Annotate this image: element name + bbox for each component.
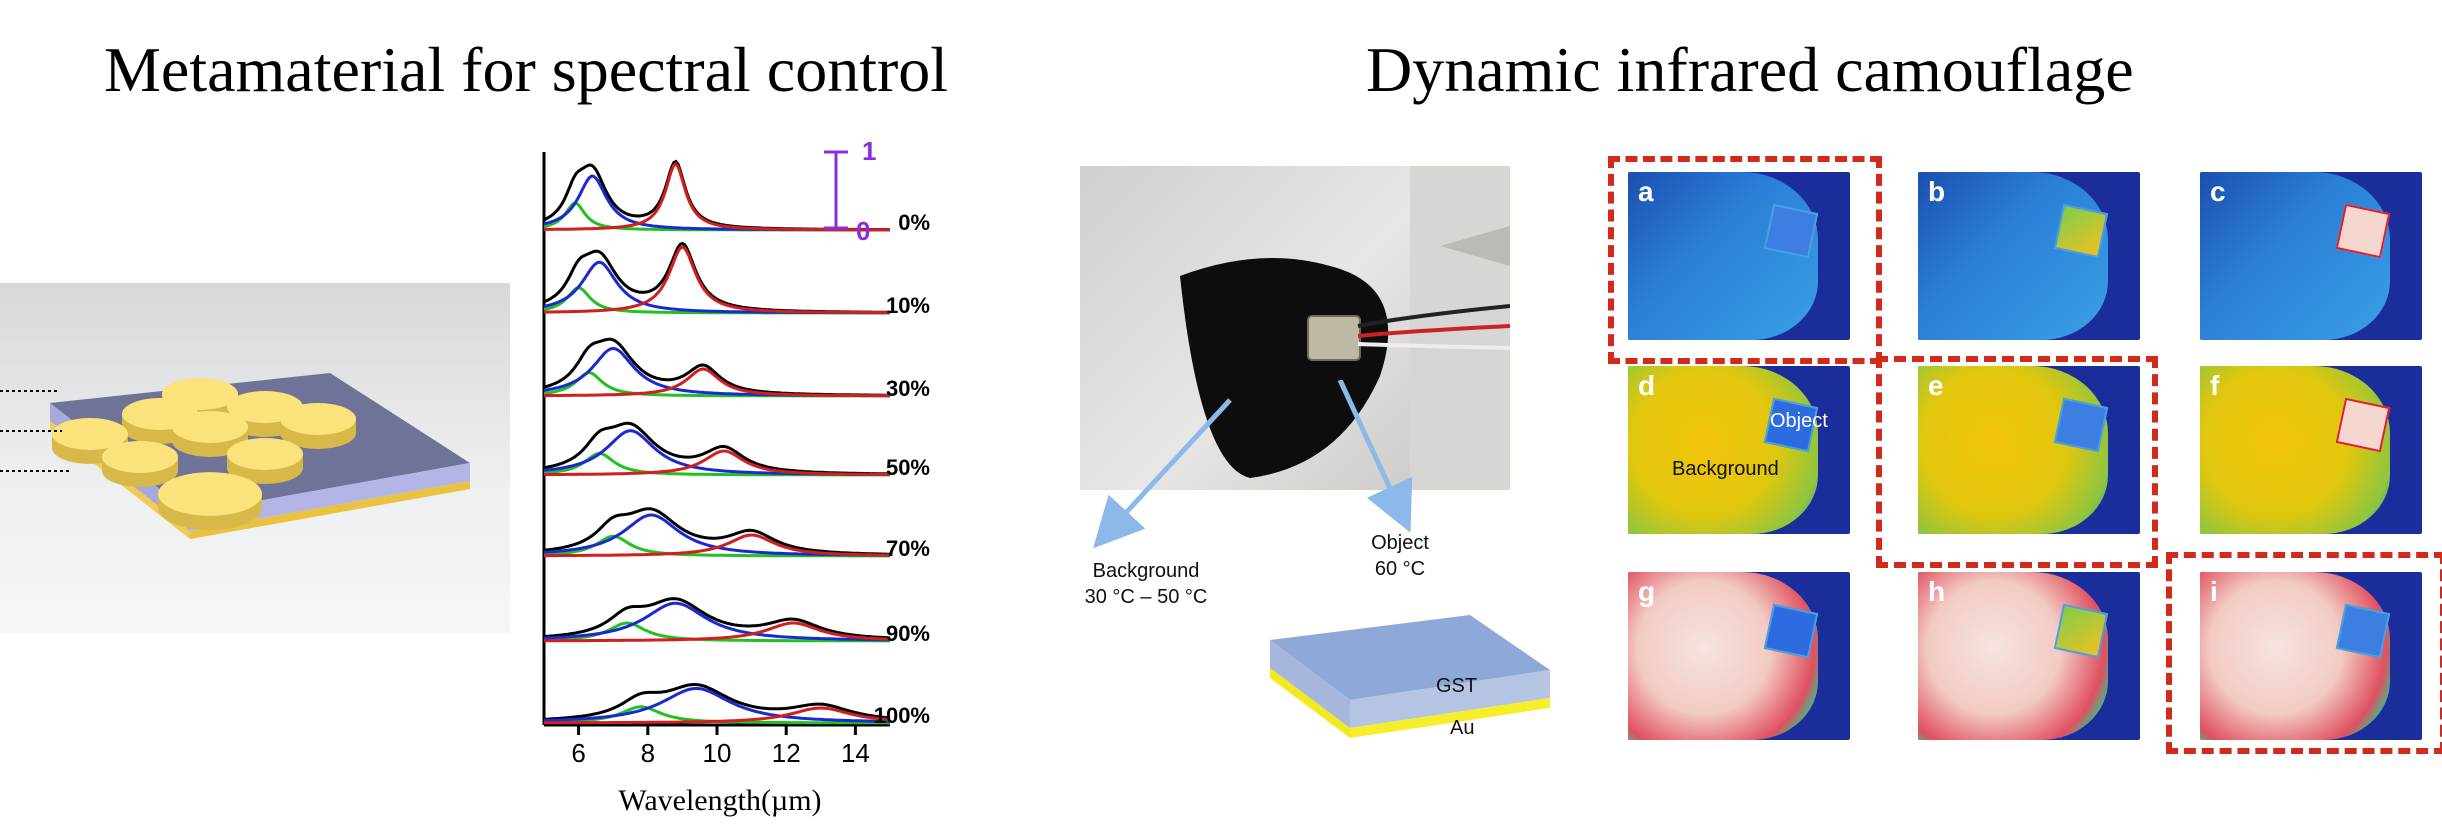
- object-label: Object: [1371, 532, 1429, 554]
- thermal-image-c: c: [2200, 172, 2422, 340]
- metamaterial-illustration: [0, 283, 510, 633]
- measured-spectrum: [543, 159, 890, 232]
- thermal-panel-label: c: [2210, 176, 2226, 207]
- gst-top: [1270, 615, 1550, 700]
- thermal-image-b: b: [1918, 172, 2140, 340]
- curve-label: 70%: [886, 536, 930, 561]
- curve-label: 10%: [886, 293, 930, 318]
- object-arrow: [1337, 380, 1413, 533]
- disc-array: [52, 378, 356, 530]
- gst-au-stack: GST Au: [1260, 610, 1560, 760]
- fit-high-curve: [544, 367, 890, 398]
- object-annotation: Object 60 °C: [1320, 530, 1480, 582]
- pointer-arrows: [1093, 380, 1413, 549]
- black-sample: [1180, 258, 1389, 478]
- right-title: Dynamic infrared camouflage: [1366, 34, 2134, 105]
- object-patch: [2335, 203, 2391, 259]
- object-patch: [2335, 397, 2391, 453]
- thermal-panel-label: b: [1928, 176, 1946, 207]
- background-annotation: Background 30 °C – 50 °C: [1036, 558, 1256, 610]
- highlight-frame: [1876, 356, 2158, 568]
- fit-high-curve: [544, 533, 890, 558]
- metamaterial-front-side: [190, 463, 470, 531]
- left-title: Metamaterial for spectral control: [104, 34, 949, 105]
- metamaterial-disc: [227, 438, 303, 470]
- metamaterial-disc: [280, 403, 356, 435]
- thermal-panel-label: f: [2210, 370, 2220, 401]
- curve-label: 0%: [898, 210, 930, 235]
- gold-layer-front: [190, 481, 470, 539]
- thermal-panel-label: a: [1638, 176, 1654, 207]
- au-layer: [1350, 698, 1550, 738]
- au-label: Au: [1450, 717, 1474, 739]
- thermal-panel-label: i: [2210, 576, 2218, 607]
- heater-object: [1307, 315, 1361, 361]
- metamaterial-disc: [102, 441, 178, 473]
- object-patch: [2053, 203, 2109, 259]
- object-temp: 60 °C: [1374, 558, 1426, 580]
- scale-bar-top-label: 1: [862, 140, 876, 166]
- thermal-panel-label: d: [1638, 370, 1656, 401]
- in-image-object-label: Object: [1770, 410, 1828, 432]
- fit-main-curve: [543, 346, 890, 398]
- highlight-frame: [1608, 156, 1882, 364]
- fit-high-curve: [544, 162, 890, 232]
- x-tick-label: 10: [703, 738, 732, 768]
- measured-spectrum: [543, 421, 890, 476]
- scale-bar-bottom-label: 0: [856, 216, 870, 246]
- highlight-frame: [2166, 552, 2442, 754]
- measured-spectrum: [543, 507, 890, 556]
- thermal-image-f: f: [2200, 366, 2422, 534]
- fit-main-curve: [543, 260, 890, 315]
- thermal-image-g: g: [1628, 572, 1850, 740]
- thermal-image-d: d Object Background: [1628, 366, 1850, 534]
- thermal-image-h: h: [1918, 572, 2140, 740]
- thermal-panel-label: g: [1638, 576, 1656, 607]
- thermal-image-e: e: [1918, 366, 2140, 534]
- metamaterial-disc: [52, 418, 128, 450]
- x-tick-label: 12: [772, 738, 801, 768]
- background-range: 30 °C – 50 °C: [1084, 586, 1208, 608]
- curve-label: 90%: [886, 621, 930, 646]
- curve-label: 30%: [886, 376, 930, 401]
- background-label: Background: [1092, 560, 1200, 582]
- gst-label: GST: [1436, 675, 1477, 697]
- fit-high-curve: [544, 621, 890, 643]
- object-patch: [2053, 603, 2109, 659]
- thermal-panel-label: h: [1928, 576, 1946, 607]
- measured-spectrum: [543, 597, 891, 640]
- thermal-image-i: i: [2200, 572, 2422, 740]
- x-tick-label: 6: [571, 738, 585, 768]
- x-tick-label: 8: [641, 738, 655, 768]
- metamaterial-disc: [172, 411, 248, 443]
- thermal-image-grid: a b c d Object Background e f g h i: [1600, 150, 2442, 754]
- thermal-panel-label: e: [1928, 370, 1944, 401]
- curve-label: 100%: [874, 703, 930, 728]
- object-patch: [1763, 603, 1819, 659]
- x-axis-label: Wavelength(µm): [618, 784, 821, 817]
- curve-label: 50%: [886, 455, 930, 480]
- spectra-chart: 0% 10% 30% 50% 70% 90% 100% 6 8 10 12 14 Wavelengt…: [520, 136, 930, 827]
- background-arrow: [1093, 398, 1232, 549]
- fit-high-curve: [544, 245, 890, 315]
- fit-main-curve: [544, 687, 890, 723]
- x-tick-label: 14: [841, 738, 870, 768]
- measured-spectrum: [543, 683, 891, 721]
- metamaterial-disc: [158, 472, 262, 516]
- sample-photo: [1080, 166, 1511, 490]
- fit-main-curve: [543, 513, 890, 557]
- in-image-background-label: Background: [1672, 458, 1779, 480]
- fit-high-curve: [544, 449, 890, 477]
- measured-spectrum: [543, 337, 890, 397]
- thermal-image-a: a: [1628, 172, 1850, 340]
- fit-main-curve: [543, 601, 890, 642]
- fit-high-curve: [544, 706, 891, 725]
